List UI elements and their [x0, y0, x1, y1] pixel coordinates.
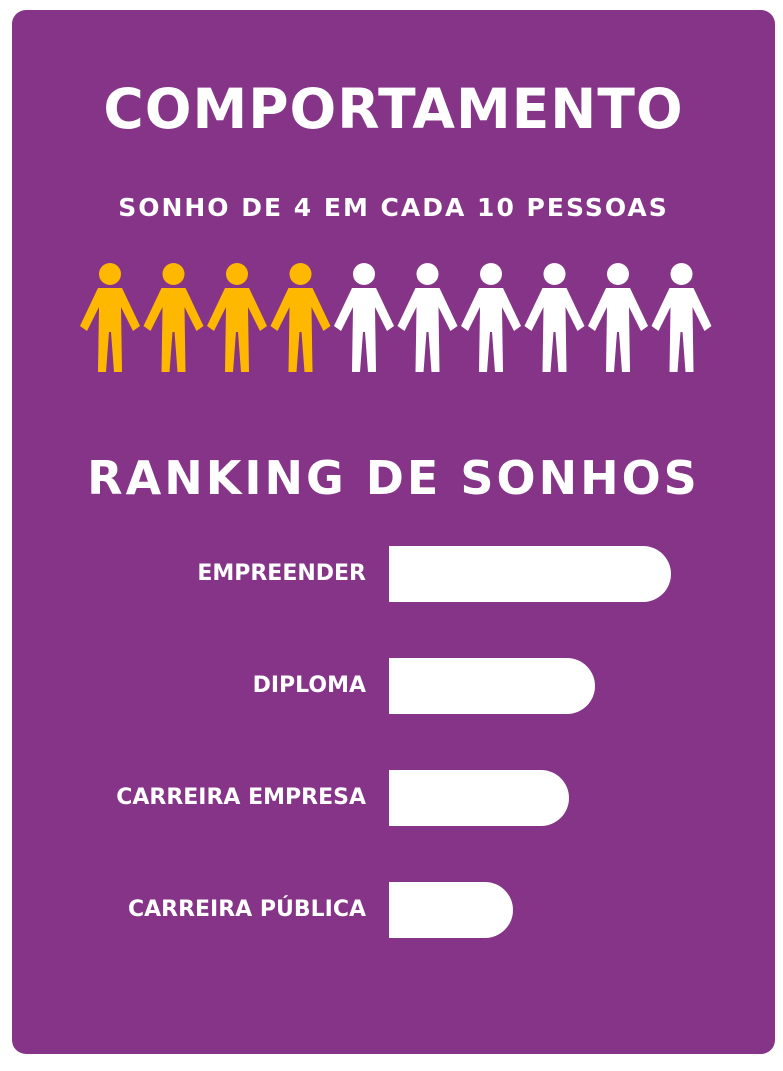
bar-label: EMPREENDER — [197, 561, 366, 586]
bar — [389, 770, 569, 826]
bar-label: DIPLOMA — [252, 673, 366, 698]
person-icon — [651, 263, 712, 372]
person-icon — [80, 263, 140, 372]
bar — [389, 658, 595, 714]
person-icon — [207, 263, 267, 372]
person-icon — [588, 263, 648, 372]
people-pictogram-svg — [80, 263, 712, 372]
people-pictogram — [80, 260, 720, 380]
person-icon — [270, 263, 331, 372]
bar-label: CARREIRA PÚBLICA — [127, 897, 366, 922]
person-icon — [397, 263, 458, 372]
bar-label: CARREIRA EMPRESA — [116, 785, 366, 810]
subtitle: SONHO DE 4 EM CADA 10 PESSOAS — [118, 193, 669, 222]
infographic-card: COMPORTAMENTO SONHO DE 4 EM CADA 10 PESS… — [12, 10, 775, 1054]
ranking-bar-chart: EMPREENDER DIPLOMA CARREIRA EMPRESA CARREIR… — [12, 10, 775, 1054]
person-icon — [461, 263, 521, 372]
person-icon — [143, 263, 204, 372]
bar — [389, 546, 671, 602]
section-title: RANKING DE SONHOS — [87, 451, 700, 505]
person-icon — [524, 263, 585, 372]
person-icon — [334, 263, 394, 372]
bar — [389, 882, 513, 938]
page-title: COMPORTAMENTO — [103, 77, 684, 141]
